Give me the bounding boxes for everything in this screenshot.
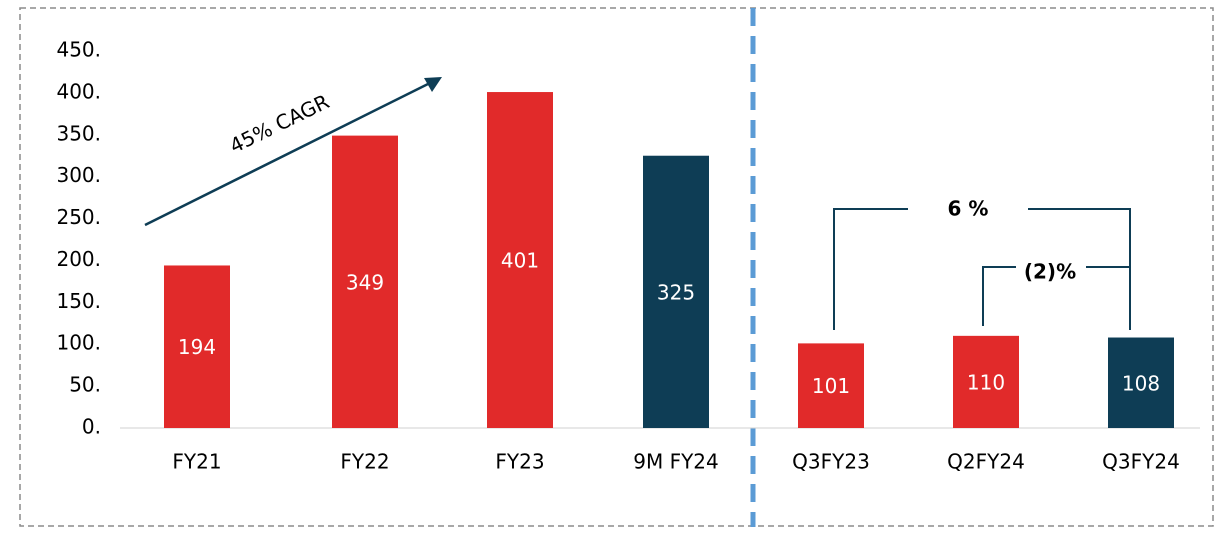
y-tick-label: 450. xyxy=(56,38,101,62)
y-tick-label: 250. xyxy=(56,205,101,229)
value-label: 194 xyxy=(178,335,216,359)
bar xyxy=(798,343,864,428)
growth-label: (2)% xyxy=(1024,260,1076,284)
bracket xyxy=(1028,208,1131,330)
x-tick-label: 9M FY24 xyxy=(633,450,719,474)
y-tick-label: 350. xyxy=(56,121,101,145)
y-tick-label: 0. xyxy=(82,415,101,439)
value-label: 108 xyxy=(1122,371,1160,395)
value-label: 325 xyxy=(657,280,695,304)
frame xyxy=(19,7,1214,527)
y-tick-label: 150. xyxy=(56,289,101,313)
y-tick-label: 200. xyxy=(56,247,101,271)
value-label: 110 xyxy=(967,370,1005,394)
cagr-label: 45% CAGR xyxy=(226,89,333,158)
value-label: 101 xyxy=(812,374,850,398)
y-tick-label: 300. xyxy=(56,163,101,187)
y-tick-label: 50. xyxy=(69,373,101,397)
bracket xyxy=(982,266,1016,326)
x-tick-label: Q3FY24 xyxy=(1102,450,1180,474)
bar xyxy=(1108,337,1174,428)
bar xyxy=(164,265,230,428)
cagr-arrow xyxy=(144,81,431,227)
bracket xyxy=(833,208,908,330)
bar xyxy=(332,135,398,429)
x-tick-label: FY22 xyxy=(340,450,389,474)
value-label: 401 xyxy=(501,249,539,273)
bar xyxy=(953,335,1019,428)
arrow-head xyxy=(424,77,442,92)
y-tick-label: 400. xyxy=(56,79,101,103)
x-tick-label: Q2FY24 xyxy=(947,450,1025,474)
bar xyxy=(643,155,709,428)
x-tick-label: FY21 xyxy=(172,450,221,474)
x-tick-label: FY23 xyxy=(495,450,544,474)
y-tick-label: 100. xyxy=(56,331,101,355)
growth-label: 6 % xyxy=(948,197,989,221)
value-label: 349 xyxy=(346,270,384,294)
x-tick-label: Q3FY23 xyxy=(792,450,870,474)
bar xyxy=(487,92,553,428)
